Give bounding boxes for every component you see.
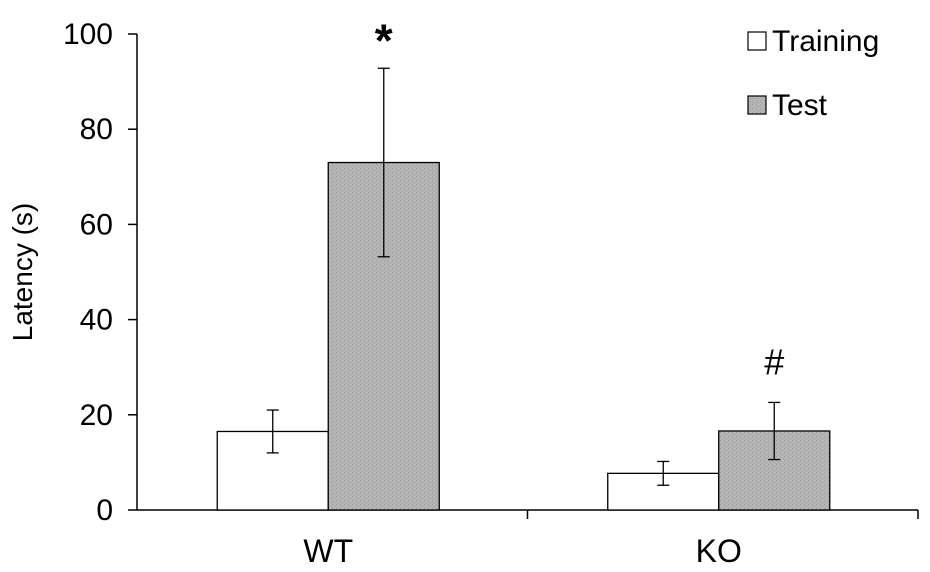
y-axis-label: Latency (s)	[7, 203, 38, 342]
tick-labels: 0 20 40 60 80 100 WT KO	[63, 18, 742, 569]
legend-swatch-test	[747, 95, 767, 115]
y-tick-label: 60	[80, 208, 113, 241]
significance-hash: #	[764, 341, 784, 382]
legend-label-training: Training	[772, 25, 879, 58]
legend-label-test: Test	[772, 89, 828, 122]
y-tick-label: 20	[80, 399, 113, 432]
bars	[216, 161, 831, 511]
y-tick-label: 40	[80, 304, 113, 337]
significance-asterisk: *	[375, 14, 393, 66]
x-tick-label-ko: KO	[696, 533, 742, 569]
bar-training-ko	[607, 472, 720, 511]
error-bars	[266, 67, 781, 486]
x-tick-label-wt: WT	[303, 533, 353, 569]
y-tick-label: 100	[63, 18, 113, 51]
y-tick-label: 0	[96, 494, 113, 527]
annotations: *#	[375, 14, 784, 382]
y-tick-label: 80	[80, 113, 113, 146]
legend: Training Test	[747, 25, 879, 122]
legend-swatch-training	[747, 31, 767, 51]
